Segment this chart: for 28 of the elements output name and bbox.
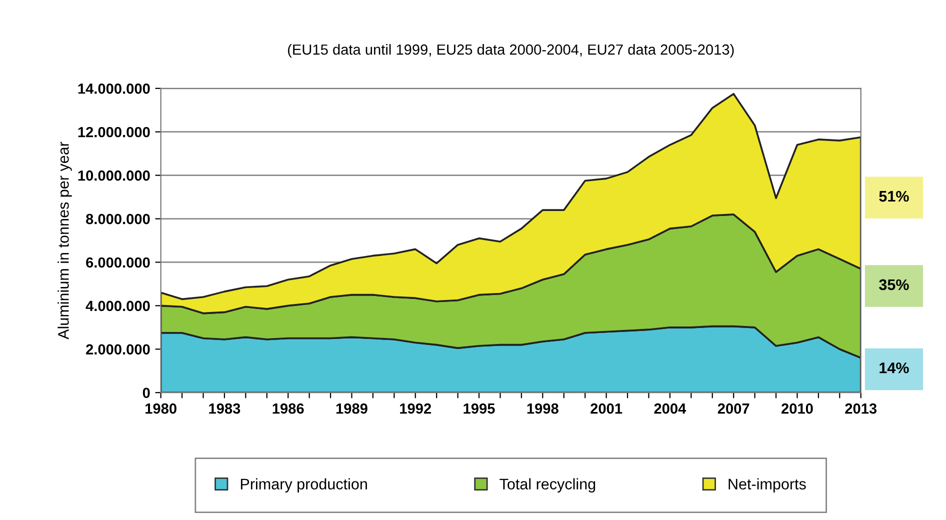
y-tick-label: 6.000.000 (86, 257, 150, 268)
text: 35% (879, 279, 909, 290)
text: 14% (880, 362, 909, 374)
legend-label: Total recycling (500, 478, 596, 492)
y-tick-label: 14.000.000 (78, 84, 150, 94)
x-tick-label: 1995 (464, 403, 495, 414)
x-tick-label: 2013 (845, 403, 877, 414)
x-tick-label: 1998 (527, 403, 558, 414)
y-tick-label: 4.000.000 (86, 300, 150, 312)
x-tick-label: 1980 (146, 403, 176, 414)
y-tick-label: 0 (142, 388, 150, 398)
text: 51% (879, 190, 909, 202)
x-tick-label: 1989 (336, 403, 368, 414)
x-tick-label: 1983 (209, 403, 240, 414)
x-tick-label: 2004 (654, 403, 686, 414)
x-tick-label: 2007 (718, 403, 750, 414)
chart-title: (EU15 data until 1999, EU25 data 2000-2004, EU27 data 2005-2013) (288, 44, 734, 58)
y-tick-label: 12.000.000 (78, 126, 150, 138)
x-tick-label: 1992 (400, 403, 432, 414)
y-tick-label: 2.000.000 (86, 344, 150, 355)
legend-label: Net-imports (728, 478, 806, 492)
x-tick-label: 2010 (782, 403, 813, 414)
legend-label: Primary production (240, 478, 367, 492)
y-tick-label: 10.000.000 (78, 170, 150, 181)
y-axis-title: Aluminium in tonnes per year (58, 142, 72, 340)
x-tick-label: 1986 (272, 403, 304, 414)
x-tick-label: 2001 (590, 403, 622, 414)
y-tick-label: 8.000.000 (86, 214, 150, 224)
